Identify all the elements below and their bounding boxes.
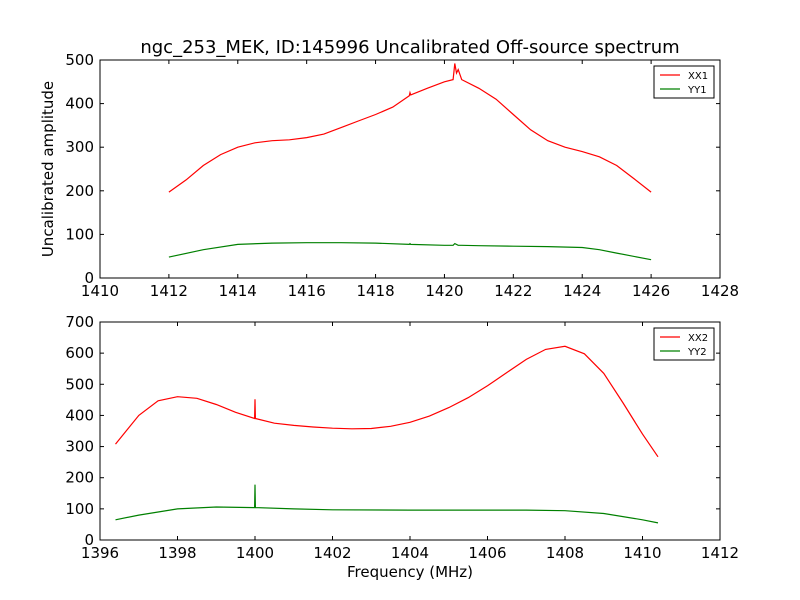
x-tick-label: 1416 [288,282,326,300]
y-tick-label: 300 [65,138,94,156]
x-tick-label: 1428 [701,282,739,300]
plot-frame [99,321,721,541]
x-tick-label: 1420 [425,282,463,300]
y-tick-label: 500 [65,375,94,393]
y-tick-label: 100 [65,225,94,243]
legend-frame [653,65,715,99]
y-tick-label: 100 [65,500,94,518]
x-tick-label: 1426 [632,282,670,300]
x-tick-label: 1410 [81,282,119,300]
legend-label-xx1: XX1 [688,71,708,82]
series-line-xx1 [168,63,652,193]
y-tick-label: 400 [65,406,94,424]
x-tick-label: 1424 [563,282,601,300]
y-tick-label: 400 [65,95,94,113]
subplot-2: 1396 1398 1400 1402 1404 1406 1408 1410 1412 0 100… [65,313,739,581]
x-tick-label: 1414 [219,282,257,300]
x-tick-label: 1396 [81,544,119,562]
y-tick-label: 200 [65,182,94,200]
y-axis-label: Uncalibrated amplitude [39,81,57,257]
legend-label-xx2: XX2 [688,333,708,344]
y-tick-label: 700 [65,313,94,331]
x-tick-label: 1398 [158,544,196,562]
y-tick-label: 300 [65,438,94,456]
x-tick-label: 1400 [236,544,274,562]
x-tick-label: 1422 [494,282,532,300]
x-tick-label: 1406 [468,544,506,562]
y-tick-label: 0 [84,531,94,549]
series-line-xx2 [115,345,659,458]
x-tick-label: 1412 [701,544,739,562]
chart-title: ngc_253_MEK, ID:145996 Uncalibrated Off-… [140,37,679,58]
x-tick-label: 1404 [391,544,429,562]
x-tick-label: 1402 [313,544,351,562]
x-tick-label: 1408 [546,544,584,562]
y-tick-label: 500 [65,51,94,69]
series-line-yy2 [115,484,659,524]
y-tick-label: 200 [65,469,94,487]
legend-label-yy2: YY2 [687,347,707,358]
x-tick-label: 1412 [150,282,188,300]
x-tick-label: 1418 [356,282,394,300]
x-tick-label: 1410 [623,544,661,562]
legend-label-yy1: YY1 [687,85,707,96]
x-axis-label: Frequency (MHz) [347,563,473,581]
subplot-1: 1410 1412 1414 1416 1418 1420 1422 1424 1426 1428… [39,37,739,300]
legend-frame [653,327,715,361]
y-tick-label: 0 [84,269,94,287]
series-line-yy1 [168,242,652,261]
plot-frame [99,59,721,279]
y-tick-label: 600 [65,344,94,362]
